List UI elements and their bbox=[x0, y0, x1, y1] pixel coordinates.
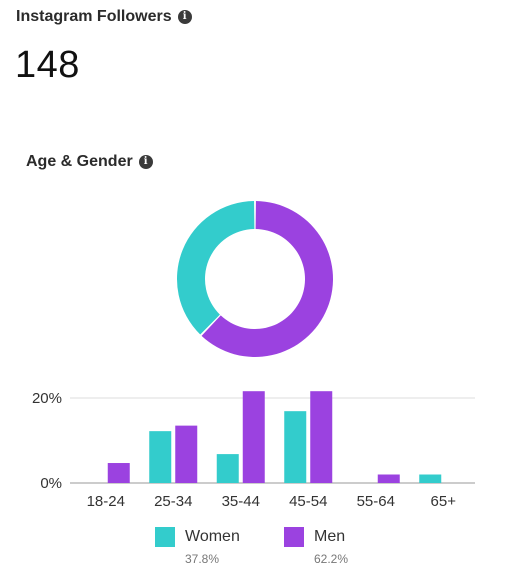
legend-pct-women: 37.8% bbox=[185, 552, 220, 566]
gender-donut-chart bbox=[176, 201, 333, 357]
follower-count: 148 bbox=[15, 44, 80, 86]
info-icon[interactable]: i bbox=[138, 155, 153, 169]
bar-women-65+[interactable] bbox=[419, 474, 442, 484]
section-title: Age & Gender i bbox=[26, 153, 153, 171]
legend-swatch-men bbox=[284, 527, 304, 547]
age-gender-bar-chart: 0% 20% 18-24 25-34 35-44 45-54 55-64 65+ bbox=[32, 390, 475, 510]
card-title-text: Instagram Followers bbox=[16, 8, 172, 25]
x-tick-label: 18-24 bbox=[87, 493, 125, 510]
x-tick-label: 25-34 bbox=[154, 493, 192, 510]
bar-men-35-44[interactable] bbox=[242, 391, 265, 483]
donut-slice-women[interactable] bbox=[176, 201, 255, 335]
donut-slice-men[interactable] bbox=[201, 201, 333, 357]
x-tick-label: 35-44 bbox=[222, 493, 260, 510]
bar-women-45-54[interactable] bbox=[284, 411, 307, 483]
legend-pct-men: 62.2% bbox=[314, 552, 349, 566]
bar-men-55-64[interactable] bbox=[377, 474, 400, 484]
legend-swatch-women bbox=[155, 527, 175, 547]
bar-women-25-34[interactable] bbox=[149, 431, 172, 483]
bar-women-35-44[interactable] bbox=[216, 454, 239, 483]
legend-label-men: Men bbox=[314, 528, 346, 545]
legend-label-women: Women bbox=[185, 528, 240, 545]
y-tick-label: 20% bbox=[32, 390, 62, 407]
info-icon[interactable]: i bbox=[177, 10, 192, 24]
section-title-text: Age & Gender bbox=[26, 153, 133, 170]
x-tick-label: 55-64 bbox=[357, 493, 395, 510]
bar-men-25-34[interactable] bbox=[175, 425, 198, 483]
bar-men-18-24[interactable] bbox=[107, 463, 130, 483]
card-title: Instagram Followers i bbox=[16, 8, 192, 26]
y-tick-label: 0% bbox=[40, 475, 62, 492]
x-tick-label: 65+ bbox=[431, 493, 457, 510]
x-tick-label: 45-54 bbox=[289, 493, 327, 510]
bar-men-45-54[interactable] bbox=[310, 391, 333, 483]
legend: Women 37.8% Men 62.2% bbox=[0, 525, 512, 569]
